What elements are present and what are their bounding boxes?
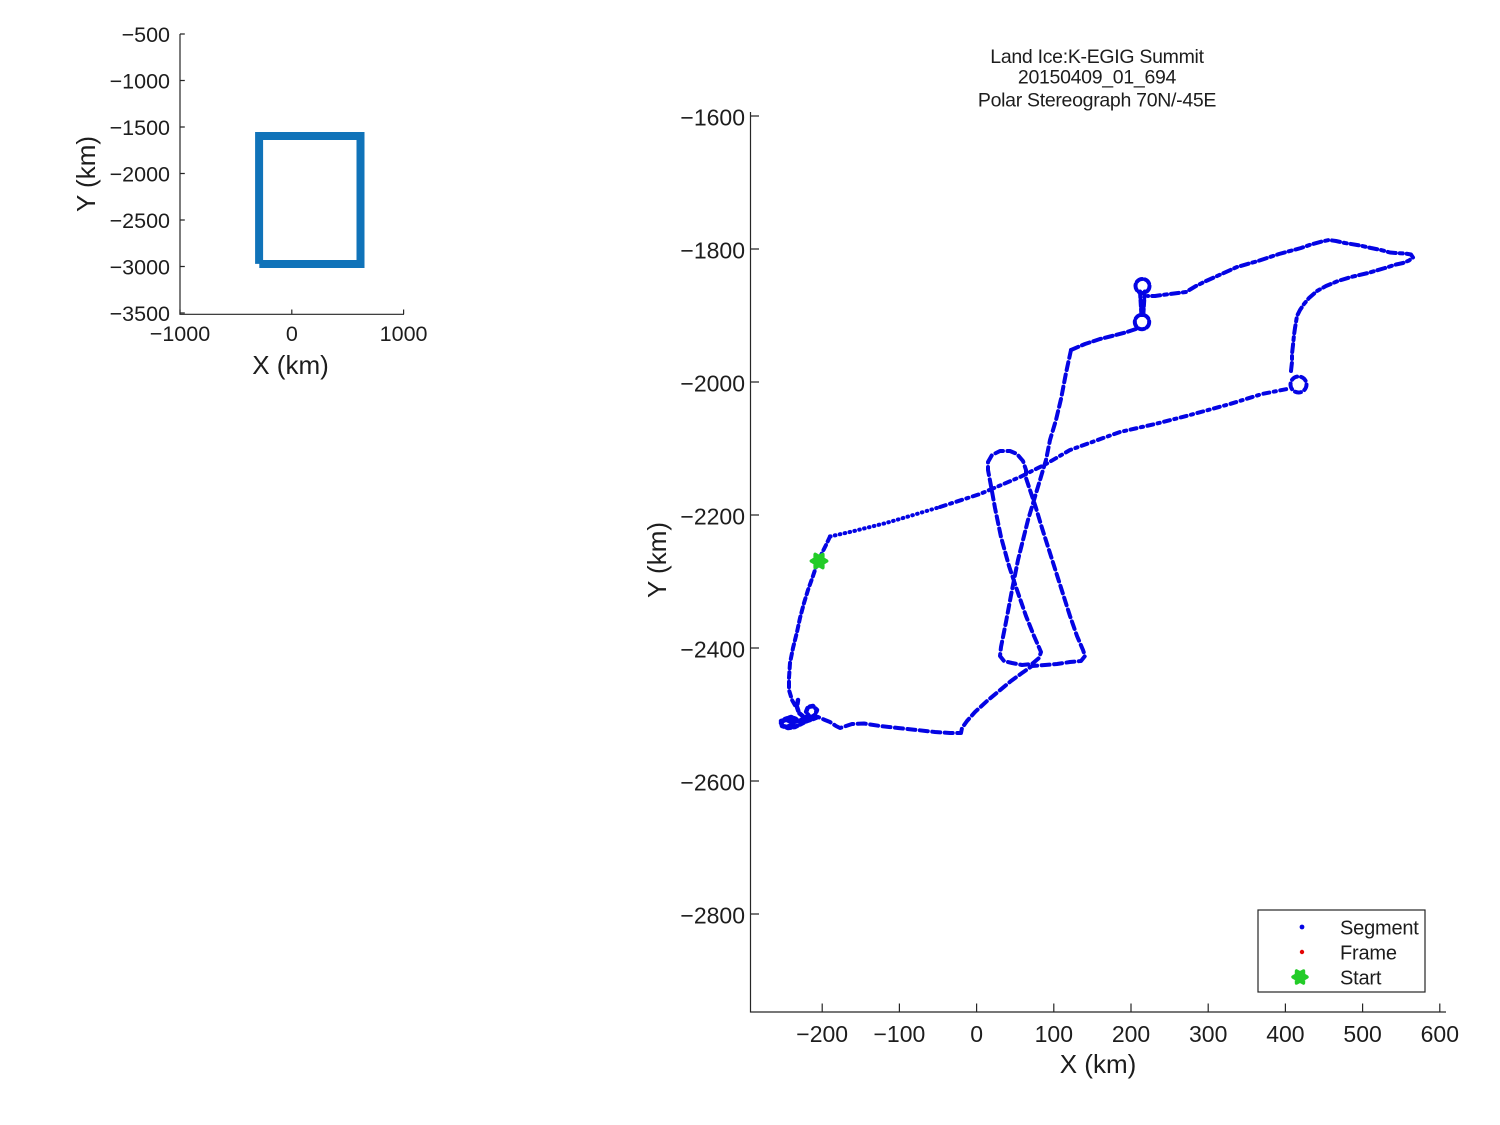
svg-text:−200: −200 [796,1021,848,1047]
svg-text:−2000: −2000 [680,370,745,396]
svg-text:−3500: −3500 [110,302,170,326]
svg-text:Start: Start [1340,968,1382,990]
svg-text:20150409_01_694: 20150409_01_694 [1018,67,1177,89]
svg-text:−1000: −1000 [150,322,210,346]
svg-text:−2000: −2000 [110,163,170,187]
svg-text:400: 400 [1266,1021,1304,1047]
svg-text:Segment: Segment [1340,918,1419,940]
svg-text:Y (km): Y (km) [71,136,101,212]
svg-text:200: 200 [1112,1021,1150,1047]
svg-text:−1000: −1000 [110,70,170,94]
svg-text:−100: −100 [873,1021,925,1047]
svg-text:1000: 1000 [380,322,428,346]
svg-text:−3000: −3000 [110,256,170,280]
svg-text:−1600: −1600 [680,104,745,130]
svg-text:−2600: −2600 [680,769,745,795]
svg-text:−2400: −2400 [680,636,745,662]
svg-text:Polar Stereograph 70N/-45E: Polar Stereograph 70N/-45E [978,90,1217,112]
svg-text:0: 0 [286,322,298,346]
svg-text:−1500: −1500 [110,116,170,140]
svg-text:−2800: −2800 [680,902,745,928]
svg-text:−2500: −2500 [110,209,170,233]
svg-text:X (km): X (km) [252,350,329,380]
svg-text:−2200: −2200 [680,503,745,529]
svg-text:600: 600 [1421,1021,1459,1047]
svg-text:Land Ice:K-EGIG Summit: Land Ice:K-EGIG Summit [990,46,1204,68]
svg-text:100: 100 [1035,1021,1073,1047]
svg-text:0: 0 [970,1021,983,1047]
svg-text:500: 500 [1343,1021,1381,1047]
svg-text:X (km): X (km) [1060,1049,1137,1079]
svg-text:−1800: −1800 [680,237,745,263]
svg-text:−500: −500 [122,23,170,47]
svg-text:300: 300 [1189,1021,1227,1047]
svg-text:Frame: Frame [1340,943,1397,965]
svg-text:Y (km): Y (km) [642,522,672,598]
